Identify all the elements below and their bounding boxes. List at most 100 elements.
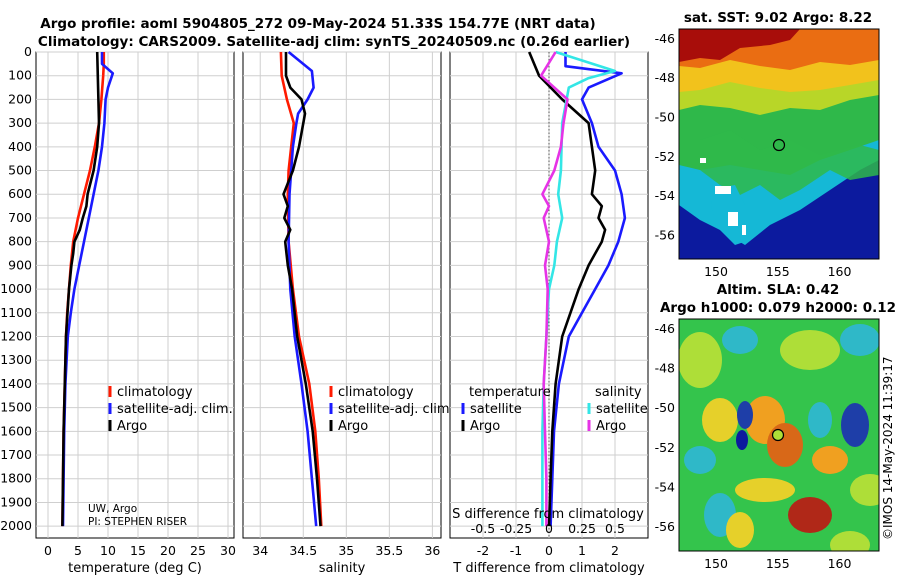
legend-temperature-header: temperature bbox=[469, 385, 551, 400]
sla-map-panel: Altim. SLA: 0.42 Argo h1000: 0.079 h2000… bbox=[655, 282, 896, 571]
credit-line2: PI: STEPHEN RISER bbox=[88, 516, 187, 528]
map-lat-label: -54 bbox=[655, 480, 675, 495]
y-tick-label: 200 bbox=[8, 91, 32, 106]
y-tick-label: 1400 bbox=[0, 376, 32, 391]
y-tick-label: 600 bbox=[8, 186, 32, 201]
y-tick-label: 400 bbox=[8, 139, 32, 154]
y-tick-label: 800 bbox=[8, 234, 32, 249]
x-tick-label: 34 bbox=[252, 543, 268, 558]
x-tick-label: 0 bbox=[44, 543, 52, 558]
y-tick-label: 1600 bbox=[0, 423, 32, 438]
legend-climatology-label: climatology bbox=[117, 385, 193, 400]
map-lon-label: 160 bbox=[828, 264, 852, 279]
y-tick-label: 1900 bbox=[0, 494, 32, 509]
y-tick-label: 1500 bbox=[0, 400, 32, 415]
y-tick-label: 700 bbox=[8, 210, 32, 225]
map-lat-label: -54 bbox=[655, 188, 675, 203]
y-tick-label: 1000 bbox=[0, 281, 32, 296]
temperature-series bbox=[61, 51, 115, 527]
argo-location-marker bbox=[771, 428, 785, 442]
map-lat-label: -52 bbox=[655, 440, 675, 455]
difference-series bbox=[528, 50, 627, 527]
y-tick-label: 100 bbox=[8, 68, 32, 83]
x-tick-label: 34.5 bbox=[289, 543, 317, 558]
temperature-panel: 0100200300400500600700800900100011001200… bbox=[0, 44, 236, 576]
salinity-axes-frame bbox=[242, 51, 442, 539]
y-tick-label: 1100 bbox=[0, 305, 32, 320]
sla-map-frame bbox=[678, 318, 880, 552]
x-tick-label: 35 bbox=[338, 543, 354, 558]
legend-argo-label: Argo bbox=[117, 419, 147, 434]
legend-climatology-label: climatology bbox=[338, 385, 414, 400]
map-lon-label: 160 bbox=[828, 556, 852, 571]
y-tick-label: 300 bbox=[8, 115, 32, 130]
salinity-series bbox=[279, 50, 323, 527]
x-tick-label: -2 bbox=[477, 543, 489, 558]
salinity-grid bbox=[243, 51, 441, 538]
x-tick-label: 30 bbox=[220, 543, 236, 558]
secondary-x-tick-label: -0.5 bbox=[471, 521, 495, 536]
map-lon-label: 150 bbox=[704, 556, 728, 571]
map-lat-label: -48 bbox=[655, 361, 675, 376]
legend-satellite-label: satellite-adj. clim. bbox=[338, 402, 454, 417]
salinity-ticks: 34 34.5 35 35.5 36 bbox=[252, 543, 440, 558]
series-line-argo bbox=[61, 51, 101, 527]
difference-secondary-ticks: -0.5 -0.25 0 0.25 0.5 bbox=[471, 521, 625, 536]
difference-panel: -2 -1 0 1 2 T difference from climatology S … bbox=[449, 50, 649, 576]
temperature-grid bbox=[36, 51, 234, 538]
sst-map-title: sat. SST: 9.02 Argo: 8.22 bbox=[684, 10, 872, 26]
y-tick-label: 500 bbox=[8, 163, 32, 178]
salinity-xlabel: salinity bbox=[319, 561, 366, 576]
y-tick-label: 1200 bbox=[0, 328, 32, 343]
x-tick-label: 5 bbox=[74, 543, 82, 558]
x-tick-label: 15 bbox=[130, 543, 146, 558]
difference-legend: temperature salinity satellite Argo sate… bbox=[461, 385, 648, 434]
sst-map-ticks: -46 -48 -50 -52 -54 -56 150 155 160 bbox=[655, 31, 852, 279]
legend-temp-argo-label: Argo bbox=[470, 419, 500, 434]
x-tick-label: 1 bbox=[578, 543, 586, 558]
salinity-legend: climatology satellite-adj. clim. Argo bbox=[329, 385, 454, 434]
legend-salinity-header: salinity bbox=[595, 385, 642, 400]
x-tick-label: -1 bbox=[510, 543, 522, 558]
sla-map-title2: Argo h1000: 0.079 h2000: 0.12 bbox=[660, 300, 896, 316]
sla-map-ticks: -46 -48 -50 -52 -54 -56 150 155 160 bbox=[655, 321, 852, 571]
secondary-x-tick-label: -0.25 bbox=[500, 521, 532, 536]
x-tick-label: 35.5 bbox=[375, 543, 403, 558]
legend-temp-satellite-label: satellite bbox=[470, 402, 522, 417]
watermark: ©IMOS 14-May-2024 11:39:17 bbox=[881, 356, 895, 540]
temperature-legend: climatology satellite-adj. clim. Argo bbox=[108, 385, 233, 434]
series-line-argo bbox=[282, 52, 322, 527]
map-lat-label: -56 bbox=[655, 227, 675, 242]
map-lat-label: -52 bbox=[655, 149, 675, 164]
difference-xlabel: T difference from climatology bbox=[452, 561, 645, 576]
x-tick-label: 25 bbox=[190, 543, 206, 558]
legend-satellite-label: satellite-adj. clim. bbox=[117, 402, 233, 417]
x-tick-label: 0 bbox=[545, 543, 553, 558]
secondary-x-tick-label: 0.5 bbox=[605, 521, 625, 536]
series-line-salinity-argo bbox=[539, 51, 569, 527]
difference-grid bbox=[450, 51, 648, 538]
secondary-x-tick-label: 0 bbox=[545, 521, 553, 536]
y-tick-label: 2000 bbox=[0, 518, 32, 533]
argo-location-marker bbox=[772, 138, 786, 152]
map-lat-label: -46 bbox=[655, 321, 675, 336]
salinity-panel: 34 34.5 35 35.5 36 salinity climatology sate… bbox=[242, 50, 454, 576]
x-tick-label: 2 bbox=[611, 543, 619, 558]
x-tick-label: 20 bbox=[160, 543, 176, 558]
sst-map-frame bbox=[678, 28, 880, 260]
series-line-temperature-argo bbox=[528, 51, 607, 527]
map-lon-label: 155 bbox=[766, 264, 790, 279]
credit-line1: UW, Argo bbox=[88, 503, 137, 515]
figure-title-line2: Climatology: CARS2009. Satellite-adj cli… bbox=[38, 34, 630, 50]
map-lat-label: -50 bbox=[655, 400, 675, 415]
y-tick-label: 0 bbox=[24, 44, 32, 59]
legend-sal-argo-label: Argo bbox=[596, 419, 626, 434]
sst-map-image bbox=[679, 29, 879, 259]
sla-map-image bbox=[679, 319, 879, 551]
y-tick-label: 1700 bbox=[0, 447, 32, 462]
map-lat-label: -56 bbox=[655, 519, 675, 534]
map-lat-label: -48 bbox=[655, 70, 675, 85]
x-tick-label: 36 bbox=[424, 543, 440, 558]
map-lat-label: -50 bbox=[655, 109, 675, 124]
